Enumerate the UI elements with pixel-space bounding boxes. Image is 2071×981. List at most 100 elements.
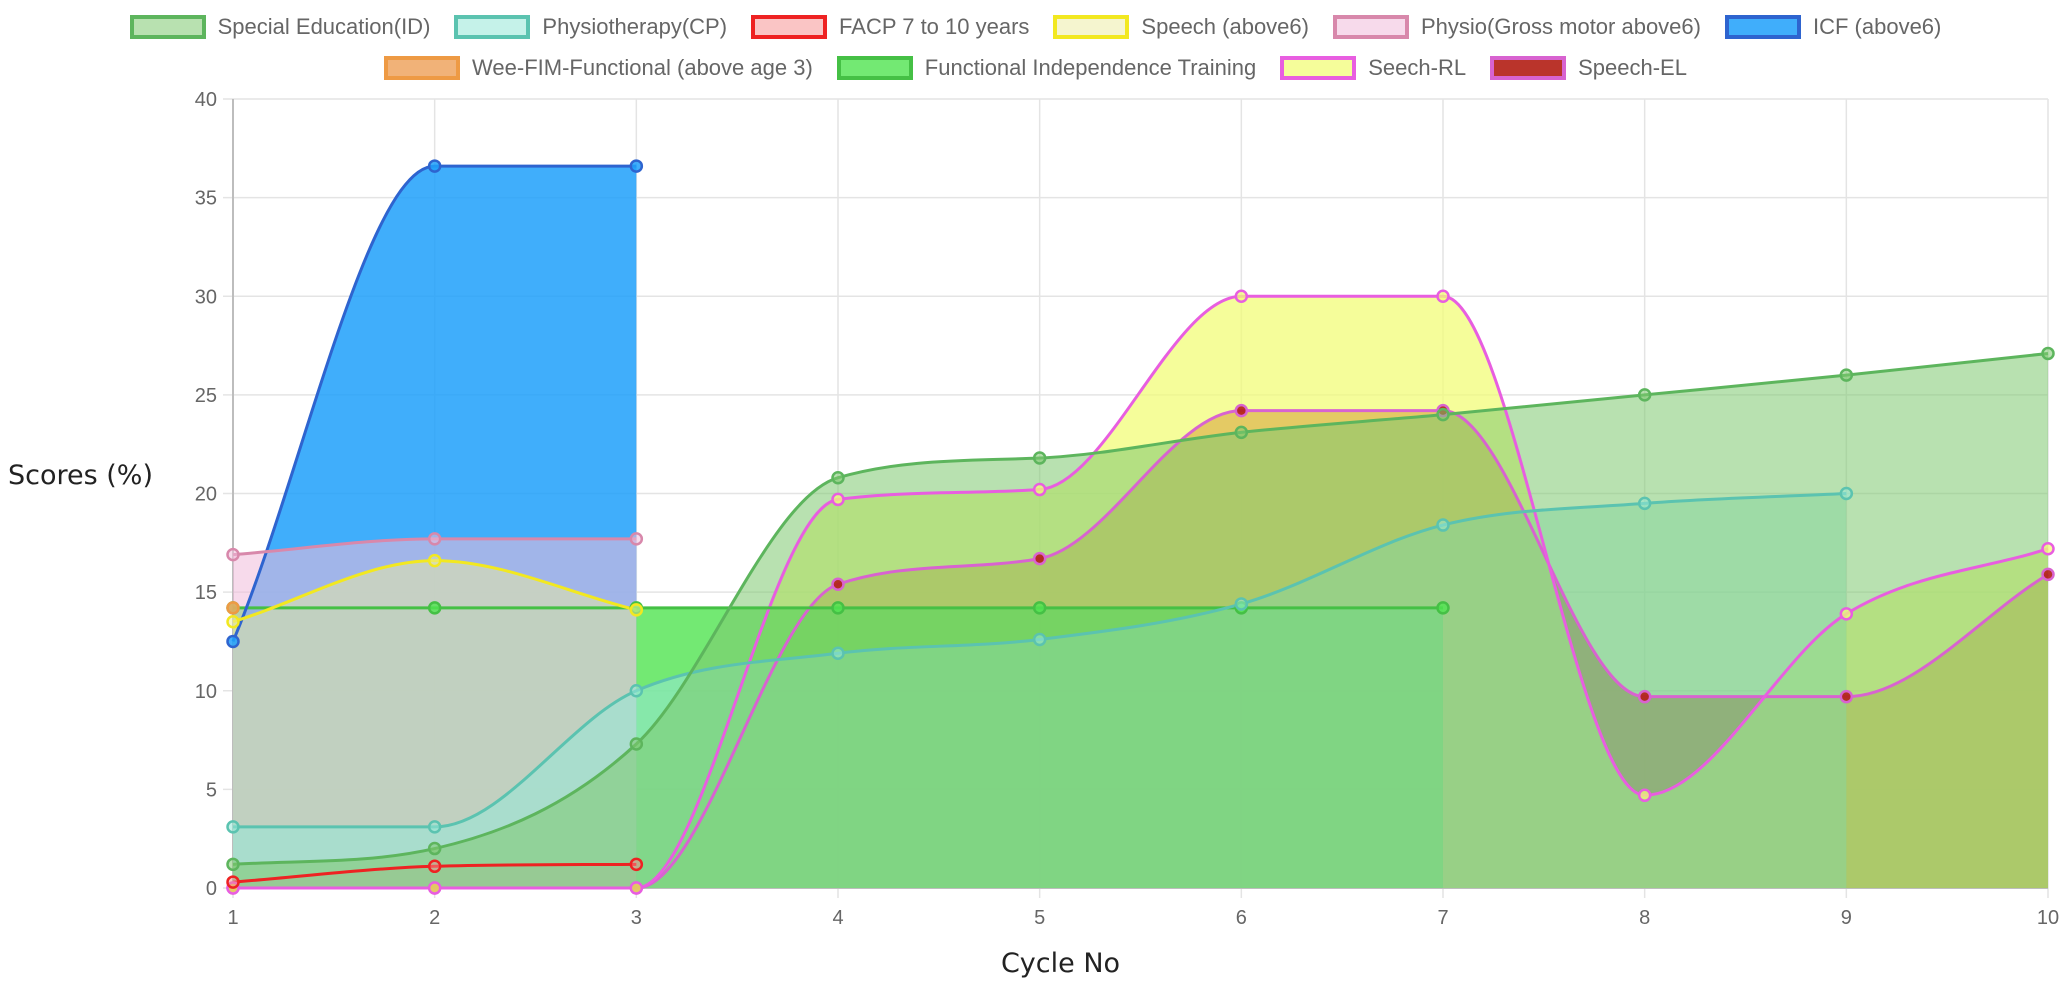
point-seech-rl[interactable] — [427, 881, 442, 895]
point-functional-independence-training[interactable] — [1436, 601, 1450, 615]
legend-row-2: Wee-FIM-Functional (above age 3) Function… — [0, 55, 2071, 81]
legend-label: Functional Independence Training — [924, 55, 1257, 80]
legend-item-seech-rl[interactable]: Seech-RL — [1280, 55, 1466, 81]
point-physio-gross-motor-above6[interactable] — [629, 532, 644, 546]
point-physiotherapy-cp[interactable] — [1436, 518, 1450, 532]
legend-swatch — [1280, 56, 1357, 80]
y-tick-label: 30 — [195, 286, 217, 308]
point-physiotherapy-cp[interactable] — [1637, 496, 1652, 511]
point-physiotherapy-cp[interactable] — [629, 684, 644, 698]
x-tick-label: 1 — [227, 907, 238, 929]
point-speech-above6[interactable] — [226, 614, 240, 629]
legend-swatch — [1490, 56, 1567, 80]
point-physio-gross-motor-above6[interactable] — [226, 547, 240, 562]
line-special-education-id — [232, 351, 2049, 866]
point-seech-rl[interactable] — [1637, 788, 1652, 803]
point-physiotherapy-cp[interactable] — [427, 820, 442, 834]
y-axis-title: Scores (%) — [8, 460, 153, 491]
point-special-education-id[interactable] — [1436, 407, 1450, 422]
point-seech-rl[interactable] — [1032, 482, 1047, 497]
point-seech-rl[interactable] — [1839, 607, 1854, 621]
legend-label: Physiotherapy(CP) — [542, 14, 728, 39]
point-icf-above6[interactable] — [427, 159, 442, 173]
point-physiotherapy-cp[interactable] — [831, 646, 845, 661]
legend-swatch — [454, 15, 531, 39]
x-tick-label: 2 — [429, 907, 440, 929]
legend-row-1: Special Education(ID) Physiotherapy(CP) FA… — [0, 14, 2071, 40]
point-functional-independence-training[interactable] — [1032, 601, 1047, 615]
x-tick-label: 10 — [2037, 907, 2059, 929]
y-tick-label: 25 — [195, 385, 217, 407]
point-seech-rl[interactable] — [629, 881, 644, 895]
legend-item-special-education-id[interactable]: Special Education(ID) — [129, 14, 431, 40]
x-tick-label: 3 — [631, 907, 642, 929]
legend-swatch — [836, 56, 913, 80]
line-seech-rl — [233, 294, 2049, 890]
legend-label: Seech-RL — [1368, 55, 1467, 80]
legend-label: Speech-EL — [1578, 55, 1687, 80]
area-special-education-id — [233, 353, 2048, 888]
point-special-education-id[interactable] — [1839, 368, 1854, 382]
point-physiotherapy-cp[interactable] — [1234, 597, 1249, 611]
legend-label: Wee-FIM-Functional (above age 3) — [472, 55, 813, 80]
point-speech-el[interactable] — [1032, 551, 1047, 566]
legend-swatch — [751, 15, 828, 39]
point-wee-fim-functional-above-age-3[interactable] — [226, 601, 240, 615]
x-tick-label: 6 — [1236, 907, 1247, 929]
point-seech-rl[interactable] — [1234, 289, 1249, 303]
legend-item-physio-gross-motor-above6[interactable]: Physio(Gross motor above6) — [1332, 14, 1701, 40]
legend-item-functional-independence-training[interactable]: Functional Independence Training — [836, 55, 1257, 81]
point-special-education-id[interactable] — [226, 857, 240, 872]
legend-label: Special Education(ID) — [217, 14, 431, 39]
point-facp-7-to-10-years[interactable] — [629, 857, 644, 872]
point-seech-rl[interactable] — [1436, 289, 1450, 303]
point-special-education-id[interactable] — [1032, 451, 1047, 465]
legend-swatch — [384, 56, 461, 80]
point-icf-above6[interactable] — [629, 159, 644, 173]
point-facp-7-to-10-years[interactable] — [427, 859, 442, 874]
point-seech-rl[interactable] — [831, 492, 845, 507]
point-functional-independence-training[interactable] — [427, 601, 442, 615]
point-physiotherapy-cp[interactable] — [1032, 632, 1047, 647]
point-functional-independence-training[interactable] — [831, 601, 845, 615]
point-speech-el[interactable] — [1234, 403, 1249, 418]
point-special-education-id[interactable] — [2041, 346, 2055, 361]
y-tick-label: 20 — [195, 484, 217, 506]
point-physio-gross-motor-above6[interactable] — [427, 532, 442, 546]
legend-item-speech-above6[interactable]: Speech (above6) — [1053, 14, 1309, 40]
legend-label: Speech (above6) — [1141, 14, 1309, 39]
x-tick-label: 5 — [1034, 907, 1045, 929]
legend-item-wee-fim-functional-above-age-3[interactable]: Wee-FIM-Functional (above age 3) — [384, 55, 813, 81]
legend-label: ICF (above6) — [1812, 14, 1942, 39]
point-speech-el[interactable] — [1839, 689, 1854, 704]
point-seech-rl[interactable] — [2041, 541, 2055, 556]
point-special-education-id[interactable] — [831, 470, 845, 485]
x-tick-label: 7 — [1437, 907, 1448, 929]
legend-swatch — [1053, 15, 1130, 39]
point-speech-above6[interactable] — [427, 553, 442, 568]
legend-item-facp-7-to-10-years[interactable]: FACP 7 to 10 years — [751, 14, 1029, 40]
legend-label: Physio(Gross motor above6) — [1420, 14, 1701, 39]
series-points — [226, 159, 2055, 895]
point-physiotherapy-cp[interactable] — [226, 820, 240, 834]
point-physiotherapy-cp[interactable] — [1839, 486, 1854, 501]
point-icf-above6[interactable] — [226, 634, 240, 649]
point-speech-above6[interactable] — [629, 603, 644, 617]
legend-item-icf-above6[interactable]: ICF (above6) — [1724, 14, 1942, 40]
point-special-education-id[interactable] — [1637, 388, 1652, 402]
point-speech-el[interactable] — [2041, 567, 2055, 582]
point-special-education-id[interactable] — [1234, 425, 1249, 440]
legend-item-speech-el[interactable]: Speech-EL — [1490, 55, 1687, 81]
point-special-education-id[interactable] — [629, 737, 644, 751]
x-tick-label: 9 — [1841, 907, 1852, 929]
x-tick-label: 4 — [832, 907, 843, 929]
point-speech-el[interactable] — [1637, 689, 1652, 704]
y-tick-label: 10 — [195, 681, 217, 703]
point-facp-7-to-10-years[interactable] — [226, 875, 240, 889]
legend-label: FACP 7 to 10 years — [839, 14, 1030, 39]
legend-item-physiotherapy-cp[interactable]: Physiotherapy(CP) — [454, 14, 727, 40]
point-speech-el[interactable] — [831, 577, 845, 591]
point-special-education-id[interactable] — [427, 841, 442, 856]
